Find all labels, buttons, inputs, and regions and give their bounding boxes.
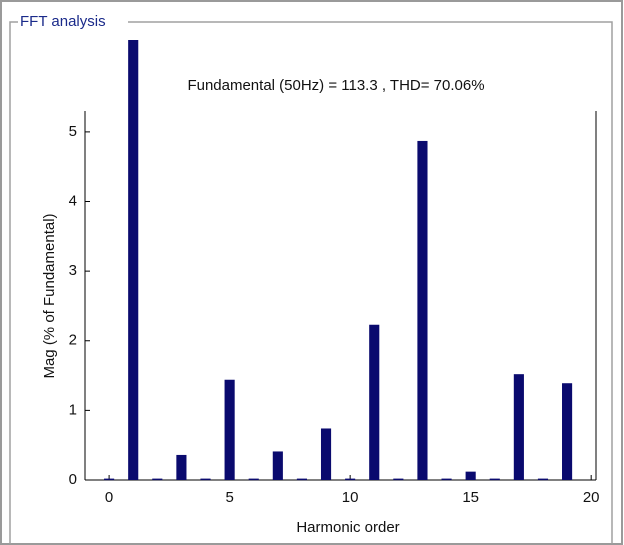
bar <box>393 478 404 481</box>
bars <box>104 40 573 481</box>
y-tick-label: 1 <box>69 401 77 418</box>
bar <box>369 324 380 480</box>
bar <box>200 478 211 481</box>
x-tick-label: 5 <box>225 489 233 506</box>
bar <box>489 478 500 481</box>
bar <box>272 451 283 480</box>
bar <box>537 478 549 481</box>
y-tick-label: 0 <box>69 471 77 488</box>
bar <box>104 478 115 481</box>
bar <box>513 374 524 480</box>
y-tick-label: 4 <box>69 192 77 209</box>
x-axis-label: Harmonic order <box>296 519 399 536</box>
y-tick-label: 3 <box>69 262 77 279</box>
bar <box>296 478 307 481</box>
x-tick-label: 0 <box>105 489 113 506</box>
bar <box>152 478 163 481</box>
bar <box>224 379 235 480</box>
chart-title: Fundamental (50Hz) = 113.3 , THD= 70.06% <box>187 77 484 94</box>
bar <box>345 478 356 481</box>
bar <box>562 383 573 480</box>
bar <box>441 478 452 481</box>
bar <box>248 478 259 481</box>
panel-title: FFT analysis <box>20 13 106 30</box>
x-tick-label: 15 <box>462 489 479 506</box>
x-tick-label: 20 <box>583 489 600 506</box>
y-tick-label: 5 <box>69 123 77 140</box>
group-box <box>9 21 613 544</box>
bar <box>176 454 187 480</box>
x-tick-label: 10 <box>342 489 359 506</box>
bar <box>128 40 139 480</box>
y-axis-label: Mag (% of Fundamental) <box>41 213 58 378</box>
bar <box>320 428 332 480</box>
y-tick-label: 2 <box>69 332 77 349</box>
bar <box>465 471 476 480</box>
bar <box>417 140 428 480</box>
